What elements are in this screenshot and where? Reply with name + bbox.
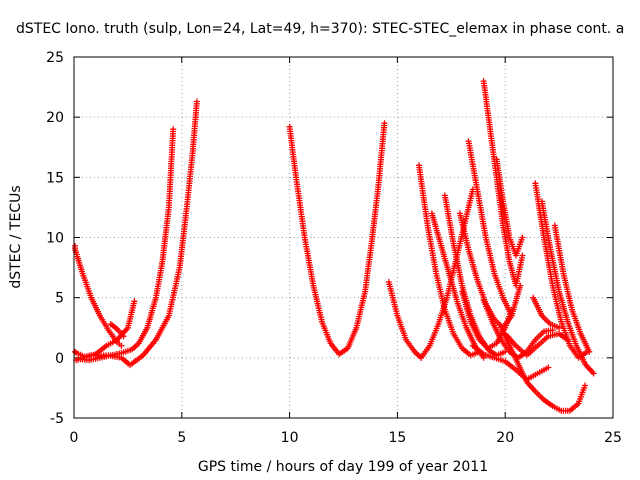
- plot-frame: [73, 56, 614, 419]
- data-point: [556, 324, 563, 331]
- data-point: [519, 252, 526, 259]
- data-point: [193, 98, 200, 105]
- y-tick-label: 25: [46, 50, 64, 66]
- data-point: [508, 312, 515, 319]
- data-point: [582, 382, 588, 389]
- data-point: [590, 370, 597, 377]
- data-points: [72, 78, 597, 414]
- y-tick-label: 5: [55, 291, 64, 307]
- data-point: [120, 333, 127, 340]
- y-tick-label: 15: [46, 170, 64, 186]
- data-point: [72, 348, 78, 355]
- x-tick-label: 10: [281, 430, 299, 446]
- chart-title: dSTEC Iono. truth (sulp, Lon=24, Lat=49,…: [16, 21, 624, 37]
- x-tick-label: 0: [70, 430, 79, 446]
- data-point: [545, 364, 552, 371]
- data-point: [118, 342, 125, 349]
- x-tick-label: 15: [388, 430, 406, 446]
- y-axis-label: dSTEC / TECUs: [8, 185, 24, 288]
- data-point: [381, 120, 388, 127]
- x-tick-label: 5: [177, 430, 186, 446]
- data-point: [170, 126, 177, 133]
- x-tick-label: 25: [604, 430, 622, 446]
- data-point: [519, 234, 526, 241]
- x-axis-label: GPS time / hours of day 199 of year 2011: [198, 459, 488, 475]
- y-tick-label: 0: [55, 351, 64, 367]
- data-point: [586, 348, 593, 355]
- data-point: [131, 298, 138, 305]
- x-tick-label: 20: [496, 430, 514, 446]
- y-tick-label: 20: [46, 110, 64, 126]
- y-tick-label: -5: [50, 411, 64, 427]
- y-tick-label: 10: [46, 231, 64, 247]
